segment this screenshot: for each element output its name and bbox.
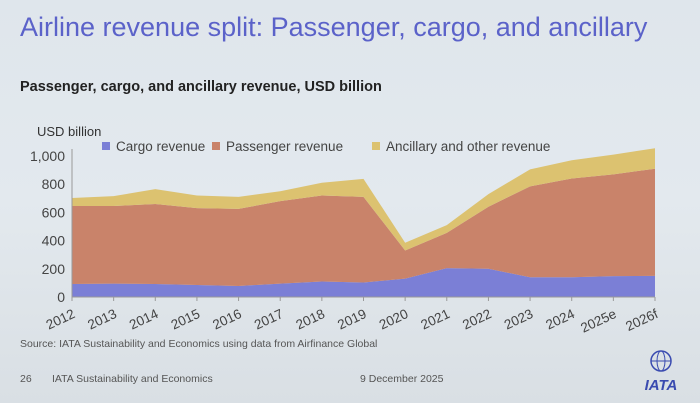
y-tick-label: 1,000 (30, 148, 65, 164)
footer-date: 9 December 2025 (360, 373, 444, 385)
page-number: 26 (20, 373, 32, 385)
area-ancillary-and-other-revenue (72, 148, 655, 251)
x-tick-label: 2022 (460, 306, 494, 332)
x-tick-label: 2026f (623, 306, 660, 334)
area-cargo-revenue (72, 268, 655, 297)
x-tick-label: 2018 (294, 306, 328, 332)
slide-title: Airline revenue split: Passenger, cargo,… (20, 12, 648, 42)
x-tick-label: 2014 (127, 306, 161, 332)
x-tick-label: 2016 (210, 306, 244, 332)
legend-swatch (372, 142, 380, 150)
x-tick-label: 2024 (543, 306, 577, 332)
y-tick-label: 0 (57, 289, 65, 305)
legend-swatch (212, 142, 220, 150)
source-note: Source: IATA Sustainability and Economic… (20, 338, 378, 350)
x-tick-label: 2025e (578, 306, 618, 335)
area-passenger-revenue (72, 168, 655, 287)
x-tick-label: 2017 (252, 306, 286, 332)
logo-text: IATA (644, 377, 678, 394)
x-tick-label: 2020 (377, 306, 411, 332)
y-tick-label: 600 (42, 204, 66, 220)
x-tick-label: 2019 (335, 306, 369, 332)
legend-label: Ancillary and other revenue (386, 139, 550, 154)
legend-label: Cargo revenue (116, 139, 205, 154)
x-tick-label: 2012 (44, 306, 78, 332)
legend-swatch (102, 142, 110, 150)
y-tick-label: 400 (42, 233, 66, 249)
x-tick-label: 2021 (418, 306, 452, 332)
x-tick-label: 2013 (85, 306, 119, 332)
chart-subtitle: Passenger, cargo, and ancillary revenue,… (20, 79, 382, 95)
y-tick-label: 800 (42, 176, 66, 192)
x-tick-label: 2015 (169, 306, 203, 332)
footer-org: IATA Sustainability and Economics (52, 373, 213, 385)
iata-logo: IATA (636, 350, 686, 394)
stacked-area-chart: 0 200 400 600 800 1,000 2012 2013 2014 2015 2016 20… (30, 139, 661, 336)
globe-icon (650, 350, 672, 372)
y-axis-label: USD billion (37, 124, 102, 139)
legend-label: Passenger revenue (226, 139, 343, 154)
x-tick-label: 2023 (502, 306, 536, 332)
y-tick-label: 200 (42, 261, 66, 277)
